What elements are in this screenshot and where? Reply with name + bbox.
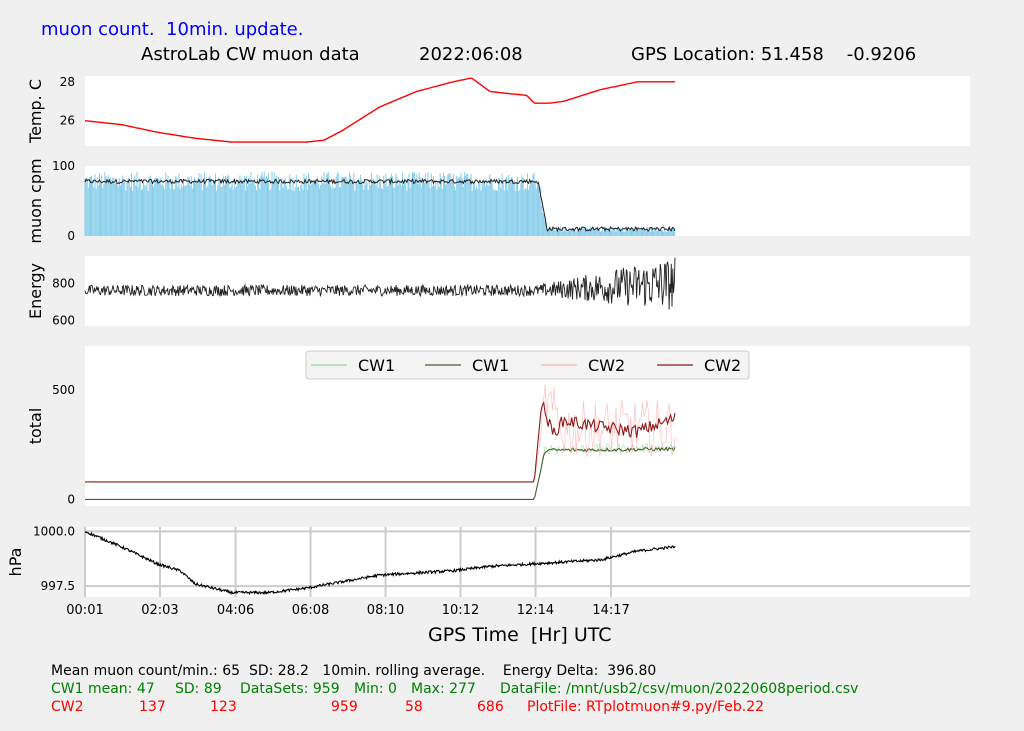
cw2-label: CW2	[51, 699, 84, 715]
x-tick-5: 10:12	[442, 603, 479, 618]
muon-avg-line	[84, 177, 676, 233]
cw1-datasets: DataSets: 959	[240, 681, 340, 697]
total-series-2	[85, 384, 676, 483]
cw1-min: Min: 0	[354, 681, 397, 697]
update-note: muon count. 10min. update.	[41, 19, 304, 40]
total-legend	[305, 350, 750, 380]
muon_cpm-ylabel: muon cpm	[26, 158, 45, 243]
x-tick-1: 02:03	[141, 603, 178, 618]
legend-label-2: CW2	[588, 356, 625, 375]
legend-label-0: CW1	[358, 356, 395, 375]
pressure-ytick-1: 1000.0	[33, 524, 75, 538]
x-tick-2: 04:06	[217, 603, 254, 618]
cw1-max: Max: 277	[411, 681, 476, 697]
x-tick-0: 00:01	[66, 603, 103, 618]
temp-line	[84, 77, 675, 143]
total-ytick-0: 0	[67, 492, 75, 506]
pressure-ylabel: hPa	[6, 548, 25, 577]
pressure-line	[84, 531, 676, 596]
cw2-min: 58	[405, 699, 423, 715]
energy-line	[84, 257, 676, 310]
cw2-max: 686	[477, 699, 504, 715]
cw2-plotfile: PlotFile: RTplotmuon#9.py/Feb.22	[527, 699, 765, 715]
cw1-mean: CW1 mean: 47	[51, 681, 155, 697]
temperature-ytick-1: 28	[60, 75, 75, 89]
pressure-ytick-0: 997.5	[41, 579, 75, 593]
legend-label-3: CW2	[704, 356, 741, 375]
cw2-datasets: 959	[331, 699, 358, 715]
temperature-ytick-0: 26	[60, 114, 75, 128]
x-tick-6: 12:14	[517, 603, 554, 618]
x-tick-7: 14:17	[592, 603, 629, 618]
total-ytick-1: 500	[52, 383, 75, 397]
x-tick-4: 08:10	[367, 603, 404, 618]
legend-label-1: CW1	[472, 356, 509, 375]
temperature-ylabel: Temp. C	[26, 79, 45, 144]
total-ylabel: total	[26, 408, 45, 445]
muon_cpm-ytick-0: 0	[67, 229, 75, 243]
energy-ytick-1: 800	[52, 277, 75, 291]
cw1-datafile: DataFile: /mnt/usb2/csv/muon/20220608per…	[500, 681, 859, 697]
energy-ylabel: Energy	[26, 263, 45, 319]
cw1-sd: SD: 89	[175, 681, 222, 697]
stats-line-1: Mean muon count/min.: 65 SD: 28.2 10min.…	[51, 663, 657, 679]
total-series-3	[85, 401, 676, 483]
cw2-mean: 137	[139, 699, 166, 715]
temp-panel	[85, 76, 970, 146]
cw2-sd: 123	[210, 699, 237, 715]
gps-location: GPS Location: 51.458 -0.9206	[631, 44, 917, 65]
x-axis-label: GPS Time [Hr] UTC	[428, 624, 612, 646]
muon_cpm-ytick-1: 100	[52, 159, 75, 173]
lab-title: AstroLab CW muon data	[141, 44, 360, 65]
date-label: 2022:06:08	[419, 44, 523, 65]
energy-ytick-0: 600	[52, 313, 75, 327]
x-tick-3: 06:08	[292, 603, 329, 618]
